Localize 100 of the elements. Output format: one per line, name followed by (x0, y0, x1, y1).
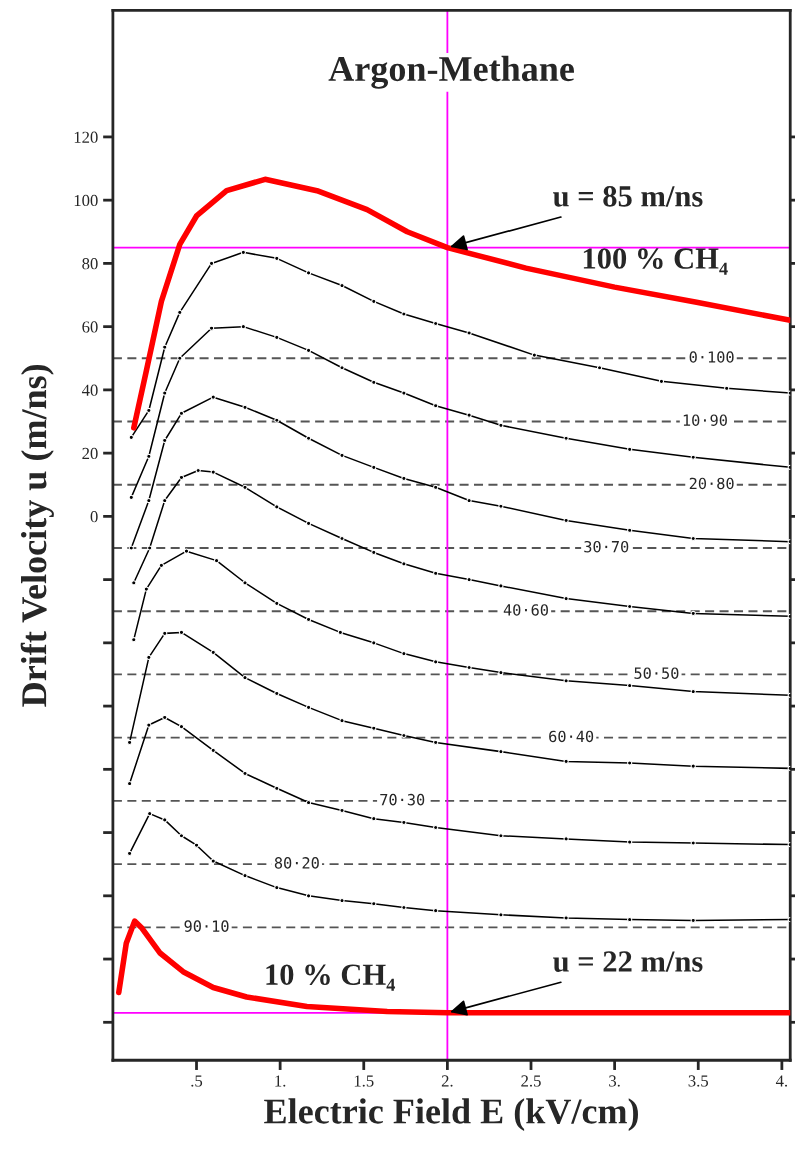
annotation: 50·50 (634, 667, 679, 679)
point (690, 763, 696, 769)
point (466, 664, 472, 671)
point (627, 527, 633, 533)
point (339, 535, 345, 542)
point (401, 475, 407, 482)
point (371, 725, 377, 731)
point (371, 901, 377, 907)
point (690, 535, 696, 542)
point (240, 249, 246, 255)
y-tick-label: 0 (90, 511, 98, 523)
point (401, 651, 407, 657)
x-tick-label: 1.5 (354, 1075, 374, 1087)
point (433, 403, 439, 409)
point (305, 799, 312, 806)
point (433, 484, 439, 490)
annotation: u = 85 m/ns (553, 186, 703, 207)
point (433, 570, 439, 576)
x-tick-label: .5 (191, 1075, 203, 1087)
point (371, 816, 377, 822)
point (274, 504, 280, 510)
point (627, 916, 633, 923)
point (162, 344, 168, 350)
point (177, 309, 183, 316)
point (531, 352, 537, 358)
point (162, 437, 168, 444)
x-tick-label: 2.5 (521, 1075, 541, 1087)
y-tick-label: 60 (82, 321, 98, 333)
point (242, 675, 248, 681)
point (195, 467, 201, 474)
point (563, 915, 569, 921)
point (147, 545, 153, 551)
point (401, 819, 407, 826)
point (177, 355, 183, 361)
point (627, 682, 633, 689)
point (305, 704, 312, 710)
point (274, 255, 280, 261)
point (128, 434, 134, 440)
point (563, 678, 569, 684)
point (498, 669, 504, 676)
point (371, 298, 377, 304)
point (127, 780, 133, 787)
annotation: 30·70 (584, 540, 629, 553)
point (724, 385, 730, 391)
point (128, 494, 134, 500)
annotation: 40·60 (503, 604, 548, 616)
y-tick-label: 20 (82, 447, 98, 460)
annotation: 20·80 (689, 477, 734, 490)
point (339, 452, 345, 458)
point (690, 610, 696, 617)
point (213, 558, 220, 564)
x-tick-label: 3.5 (688, 1075, 709, 1087)
x-tick-label: 2. (441, 1075, 453, 1087)
line-series (127, 629, 791, 771)
point (498, 912, 504, 918)
point (274, 785, 280, 791)
point (690, 840, 696, 846)
point (498, 503, 504, 509)
series-label: 10 % CH₄ (266, 964, 396, 991)
point (210, 394, 216, 400)
point (787, 613, 791, 619)
annotation: u = 22 m/ns (553, 951, 703, 972)
point (339, 807, 345, 814)
point (371, 379, 377, 385)
point (162, 817, 168, 823)
point (658, 378, 665, 384)
x-tick-label: 1. (275, 1075, 286, 1087)
point (690, 688, 696, 695)
point (466, 497, 472, 504)
x-tick-label: 3. (609, 1075, 620, 1087)
annotation: 80·20 (274, 857, 319, 869)
point (690, 917, 696, 924)
point (305, 435, 312, 441)
point (242, 404, 248, 410)
annotation: 90·10 (184, 920, 229, 932)
point (162, 714, 168, 721)
point (274, 334, 280, 340)
point (208, 260, 215, 267)
point (210, 858, 216, 864)
point (131, 637, 137, 643)
point (146, 654, 152, 660)
point (143, 586, 149, 592)
point (466, 577, 472, 583)
annotation: 10·90 (683, 414, 727, 426)
series-label: 100 % CH₄ (583, 248, 728, 275)
point (627, 446, 633, 452)
point (193, 842, 200, 848)
point (146, 453, 152, 459)
point (401, 904, 407, 911)
point (401, 732, 407, 739)
point (627, 760, 633, 766)
point (498, 749, 504, 755)
point (162, 390, 168, 396)
point (208, 325, 215, 331)
point (178, 474, 185, 481)
point (498, 422, 504, 428)
point (178, 629, 185, 636)
point (433, 739, 439, 746)
point (563, 435, 569, 441)
point (242, 872, 248, 879)
